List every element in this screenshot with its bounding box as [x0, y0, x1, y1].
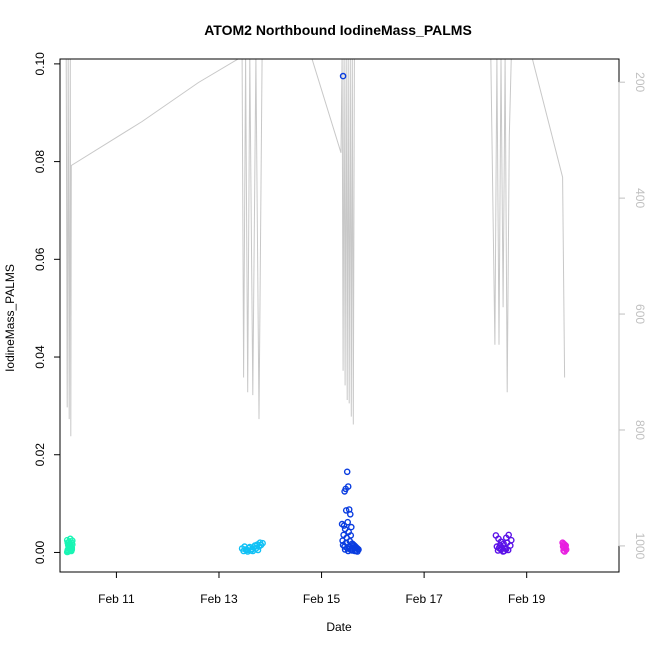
y-tick-label: 0.00	[33, 540, 47, 564]
data-point	[495, 544, 503, 552]
data-point	[347, 523, 355, 531]
y2-tick-label: 400	[633, 188, 647, 208]
data-point	[505, 531, 513, 539]
altitude-trace-line	[65, 59, 566, 437]
data-point	[69, 537, 76, 545]
plot-frame	[59, 58, 620, 573]
y2-tick-label: 200	[633, 72, 647, 92]
y-axis: 0.00 0.02 0.04 0.06 0.08 0.10	[33, 52, 61, 564]
series-4	[492, 531, 515, 555]
y-tick-label: 0.02	[33, 443, 47, 467]
y2-tick-label: 600	[633, 304, 647, 324]
data-points-layer	[63, 72, 570, 556]
y-axis-label: IodineMass_PALMS	[3, 264, 17, 372]
data-point	[502, 545, 510, 553]
x-tick-label: Feb 15	[303, 592, 341, 606]
y-tick-label: 0.10	[33, 52, 47, 76]
x-tick-label: Feb 17	[405, 592, 443, 606]
data-point	[560, 547, 567, 554]
data-point	[344, 547, 352, 555]
x-axis: Feb 11 Feb 13 Feb 15 Feb 17 Feb 19	[98, 571, 546, 606]
altitude-trace-layer	[65, 59, 566, 437]
chart-title: ATOM2 Northbound IodineMass_PALMS	[204, 22, 472, 38]
y2-tick-label: 1000	[633, 533, 647, 560]
y-tick-label: 0.04	[33, 345, 47, 369]
data-point	[68, 546, 76, 553]
series-3	[338, 72, 362, 555]
x-tick-label: Feb 13	[200, 592, 238, 606]
data-point	[342, 507, 350, 514]
series-2	[238, 539, 266, 555]
data-point	[257, 541, 265, 549]
y-tick-label: 0.06	[33, 247, 47, 271]
x-tick-label: Feb 11	[98, 592, 135, 606]
data-point	[339, 72, 347, 80]
data-point	[340, 522, 348, 529]
data-point	[344, 518, 352, 526]
series-5	[559, 539, 570, 555]
x-axis-label: Date	[326, 620, 352, 634]
series-1	[63, 535, 76, 556]
secondary-y-axis: 200 400 600 800 1000	[618, 72, 647, 560]
data-point	[354, 548, 361, 555]
data-point	[343, 468, 351, 476]
data-point	[346, 510, 354, 518]
y-tick-label: 0.08	[33, 150, 47, 174]
y2-tick-label: 800	[633, 420, 647, 440]
data-point	[561, 548, 568, 555]
data-point	[341, 488, 348, 495]
data-point	[353, 547, 360, 554]
x-tick-label: Feb 19	[508, 592, 546, 606]
data-point	[254, 546, 262, 554]
